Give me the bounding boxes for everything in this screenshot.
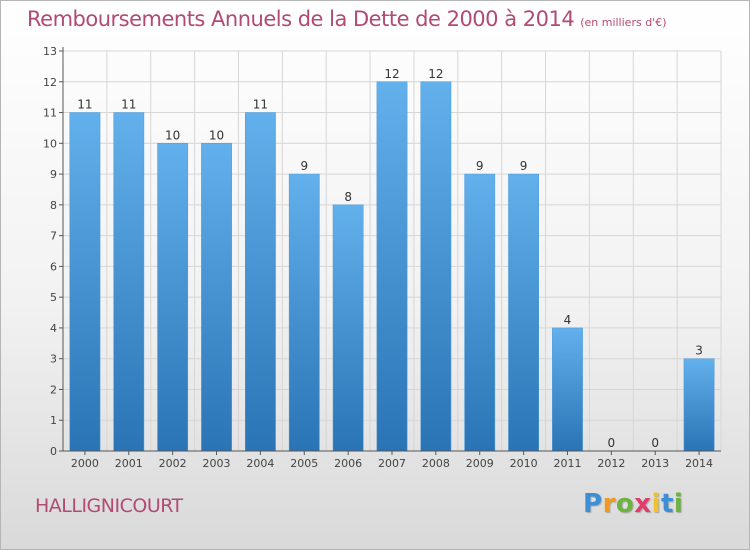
y-tick-label: 8 <box>50 199 57 212</box>
bar-value-label: 0 <box>651 436 659 450</box>
y-tick-label: 9 <box>50 168 57 181</box>
y-tick-label: 13 <box>43 45 57 58</box>
y-tick-label: 0 <box>50 445 57 458</box>
y-tick-label: 6 <box>50 260 57 273</box>
bar <box>376 81 408 452</box>
bar <box>552 327 583 452</box>
bar <box>113 112 145 452</box>
y-tick-label: 4 <box>50 322 57 335</box>
x-tick-label: 2009 <box>466 457 494 470</box>
x-tick-label: 2002 <box>159 457 187 470</box>
bar-value-label: 10 <box>165 128 180 142</box>
bar <box>464 173 496 452</box>
bar-value-label: 3 <box>695 344 703 358</box>
bar <box>245 112 276 452</box>
x-tick-label: 2011 <box>553 457 581 470</box>
chart-title: Remboursements Annuels de la Dette de 20… <box>27 7 666 31</box>
y-tick-label: 2 <box>50 383 57 396</box>
logo-letter: P <box>583 489 603 519</box>
x-tick-label: 2003 <box>203 457 231 470</box>
x-tick-label: 2005 <box>290 457 318 470</box>
bar-value-label: 11 <box>77 98 92 112</box>
y-tick-label: 3 <box>50 353 57 366</box>
bar <box>201 143 232 452</box>
x-tick-label: 2014 <box>685 457 713 470</box>
commune-name: HALLIGNICOURT <box>35 495 183 517</box>
logo-letter: i <box>673 489 684 519</box>
bar <box>288 173 320 452</box>
logo-letter: r <box>602 489 616 519</box>
bar <box>332 204 364 452</box>
bar-value-label: 12 <box>384 67 399 81</box>
bar-value-label: 0 <box>608 436 616 450</box>
x-tick-label: 2006 <box>334 457 362 470</box>
logo-letter: x <box>634 489 652 519</box>
bar <box>508 173 539 452</box>
x-tick-label: 2004 <box>246 457 274 470</box>
bar <box>420 81 452 452</box>
y-tick-label: 5 <box>50 291 57 304</box>
x-tick-label: 2007 <box>378 457 406 470</box>
bar <box>157 143 189 452</box>
bar <box>683 358 715 452</box>
bar-value-label: 11 <box>253 98 268 112</box>
chart-subtitle: (en milliers d'€) <box>580 16 667 29</box>
value-labels: 11 11 10 10 11 9 8 12 12 9 9 4 0 0 3 <box>77 67 703 450</box>
x-tick-label: 2012 <box>597 457 625 470</box>
logo-letter: o <box>615 489 635 519</box>
x-tick-label: 2001 <box>115 457 143 470</box>
y-tick-label: 7 <box>50 230 57 243</box>
bar-value-label: 11 <box>121 98 136 112</box>
logo-letter: i <box>651 489 661 519</box>
bar-value-label: 8 <box>344 190 352 204</box>
logo-letter: t <box>660 489 674 519</box>
bar-value-label: 4 <box>564 313 572 327</box>
bar-value-label: 10 <box>209 128 224 142</box>
bar-value-label: 9 <box>476 159 484 173</box>
x-tick-label: 2010 <box>510 457 538 470</box>
y-tick-label: 10 <box>43 137 57 150</box>
bar-value-label: 12 <box>428 67 443 81</box>
proxiti-logo: Proxiti <box>583 489 683 519</box>
y-tick-label: 1 <box>50 414 57 427</box>
bar-value-label: 9 <box>300 159 308 173</box>
bars <box>69 81 715 452</box>
chart-title-text: Remboursements Annuels de la Dette de 20… <box>27 7 575 31</box>
y-tick-label: 12 <box>43 76 57 89</box>
x-tick-label: 2008 <box>422 457 450 470</box>
x-tick-label: 2013 <box>641 457 669 470</box>
x-tick-label: 2000 <box>71 457 99 470</box>
bar <box>69 112 101 452</box>
y-tick-label: 11 <box>43 107 57 120</box>
bar-value-label: 9 <box>520 159 528 173</box>
